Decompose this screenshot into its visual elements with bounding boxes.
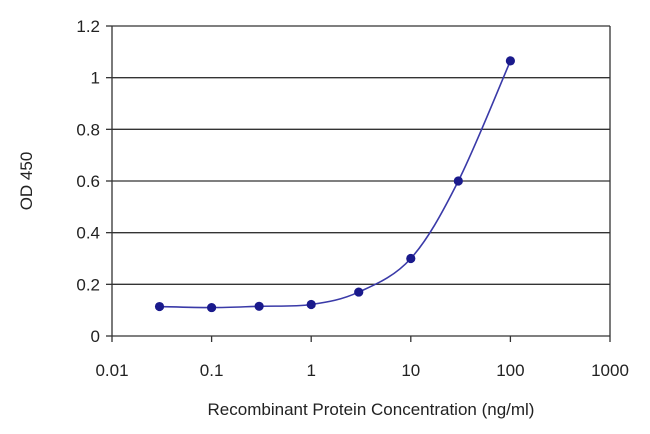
x-tick-label: 10	[401, 361, 420, 380]
y-axis-title: OD 450	[17, 152, 36, 211]
y-tick-label: 0.6	[76, 172, 100, 191]
data-point	[306, 299, 316, 310]
x-tick-label: 100	[496, 361, 524, 380]
y-tick-label: 0	[91, 327, 100, 346]
data-point	[453, 176, 463, 186]
data-point	[354, 287, 364, 297]
data-series	[154, 56, 515, 313]
x-tick-label: 1	[306, 361, 315, 380]
x-tick-label: 0.1	[200, 361, 224, 380]
x-tick-label: 0.01	[95, 361, 128, 380]
x-axis-title: Recombinant Protein Concentration (ng/ml…	[208, 400, 535, 419]
y-tick-label: 0.8	[76, 120, 100, 139]
data-point	[207, 302, 217, 313]
y-tick-label: 1.2	[76, 17, 100, 36]
gridlines	[112, 25, 610, 285]
x-tick-label: 1000	[591, 361, 629, 380]
y-tick-label: 0.4	[76, 224, 100, 243]
data-point	[154, 301, 165, 312]
data-point	[406, 253, 416, 264]
y-axis-ticks: 0 0.2 0.4 0.6 0.8 1 1.2	[76, 17, 112, 346]
y-tick-label: 1	[91, 69, 100, 88]
data-point	[505, 56, 515, 66]
y-tick-label: 0.2	[76, 275, 100, 294]
x-axis-ticks: 0.01 0.1 1 10 100 1000	[95, 336, 629, 380]
data-point	[254, 301, 264, 311]
